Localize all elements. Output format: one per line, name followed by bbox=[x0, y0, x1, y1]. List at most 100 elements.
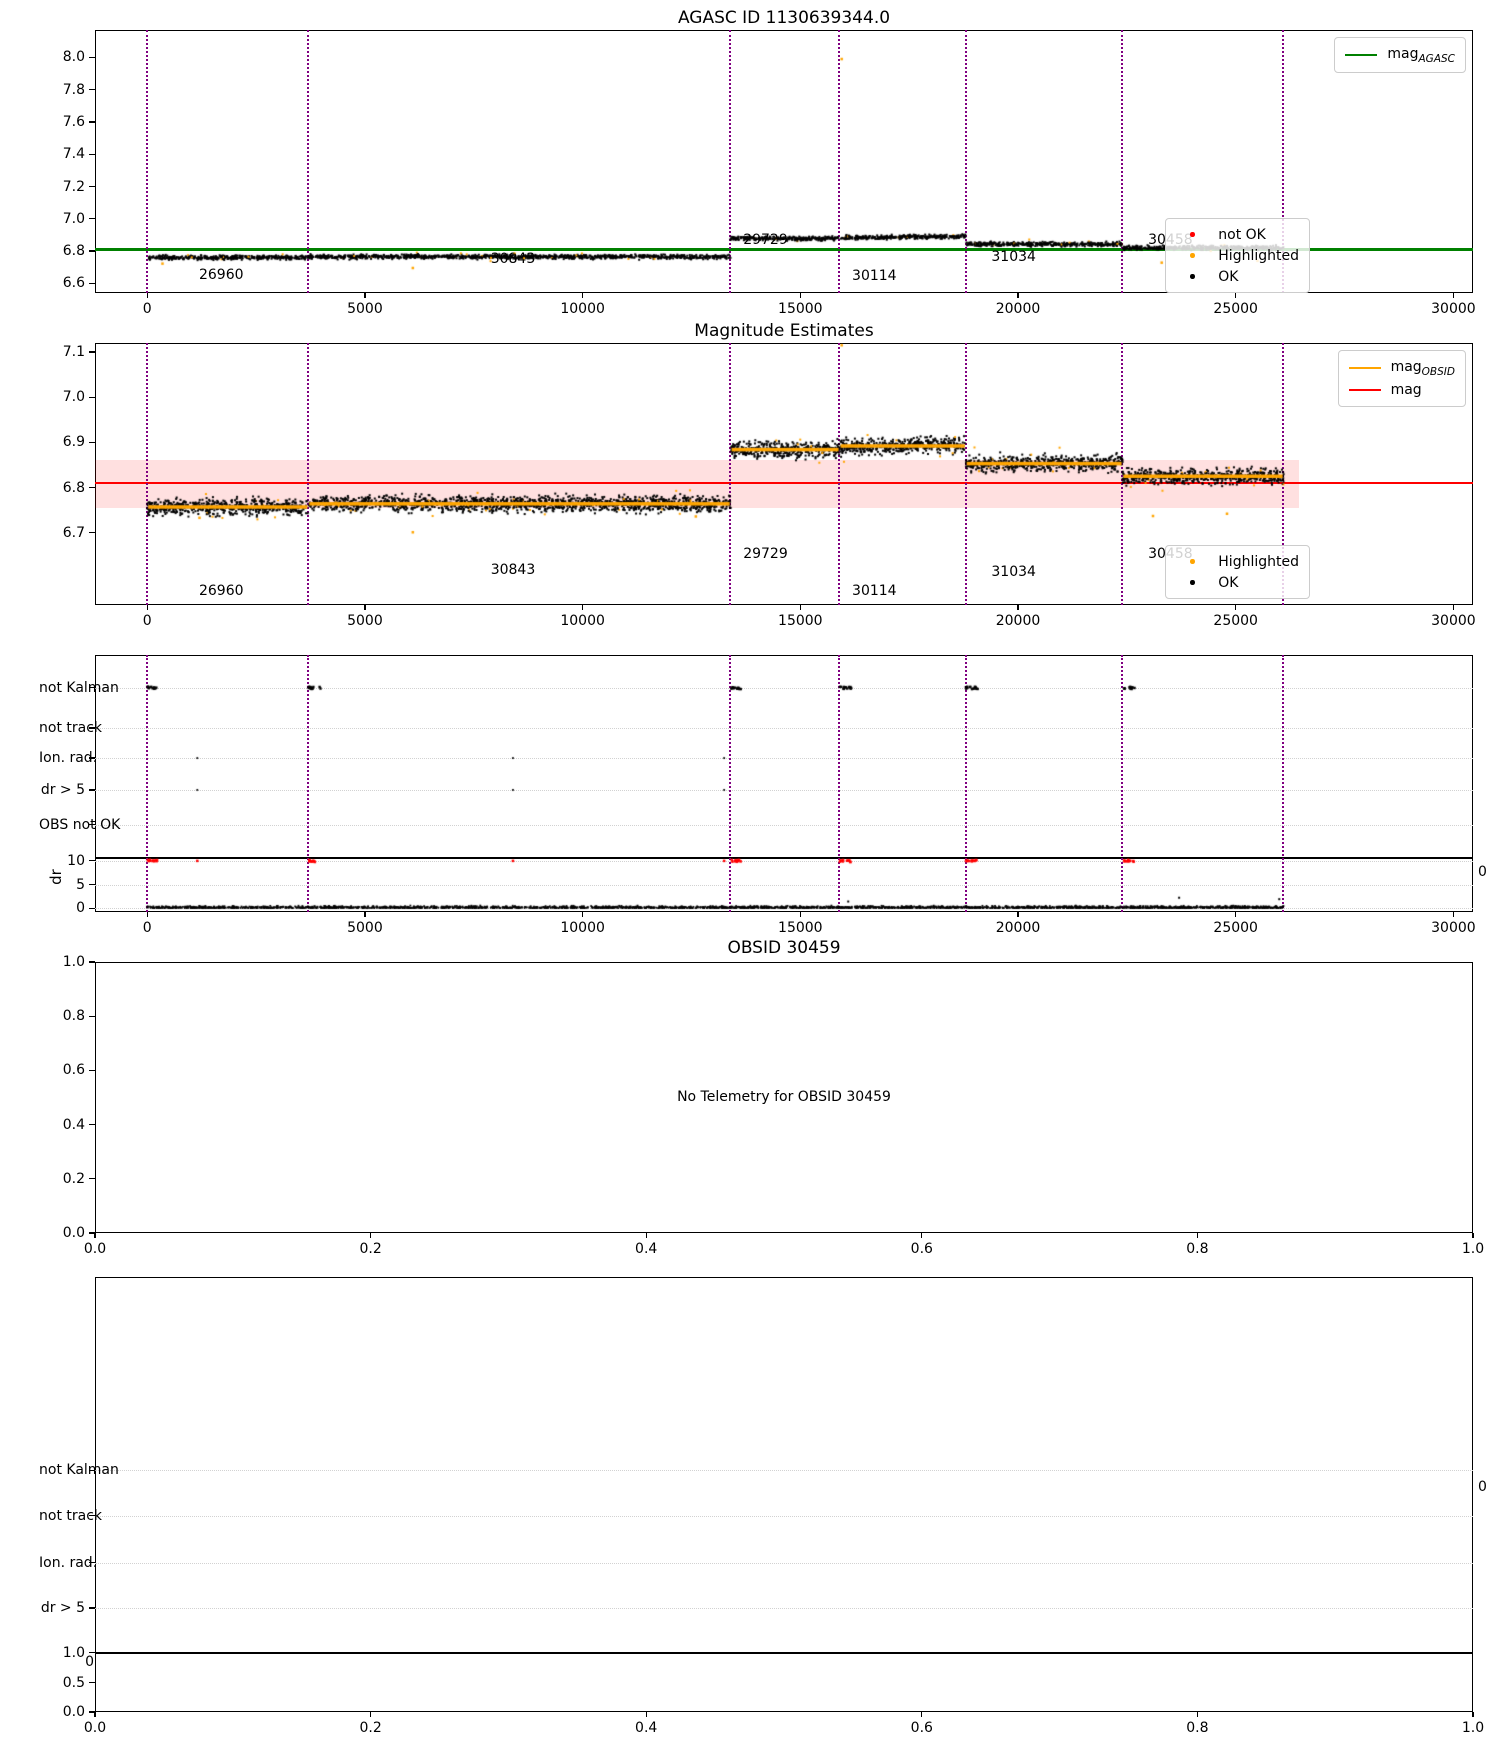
x-tick-label: 0.4 bbox=[635, 1720, 658, 1736]
y-tick bbox=[89, 1178, 95, 1180]
y-tick bbox=[89, 789, 95, 791]
x-tick-label: 10000 bbox=[560, 301, 605, 317]
legend-marker-dot bbox=[1190, 580, 1195, 585]
x-tick bbox=[364, 605, 366, 610]
y-tick-label: 10 bbox=[67, 852, 85, 869]
y-tick bbox=[89, 89, 95, 91]
legend-label: magOBSID bbox=[1390, 358, 1455, 378]
panel-obsid-30459 bbox=[95, 962, 1473, 1233]
x-tick bbox=[582, 605, 584, 610]
y-tick-label: 0.0 bbox=[62, 1225, 85, 1241]
legend-marker-dot bbox=[1190, 274, 1195, 279]
x-tick bbox=[370, 1233, 372, 1238]
y-tick-label: 5 bbox=[76, 876, 85, 893]
y-tick-label: not Kalman bbox=[39, 679, 119, 696]
y-tick-label: 6.7 bbox=[62, 524, 85, 541]
legend-entry: OK bbox=[1176, 572, 1299, 593]
legend-entry: Highlighted bbox=[1176, 245, 1299, 266]
y-tick-label: 0.5 bbox=[62, 1674, 85, 1691]
legend-point-status-2: Highlighted OK bbox=[1165, 545, 1310, 599]
x-tick-label: 0 bbox=[142, 920, 152, 936]
y-tick bbox=[89, 1652, 95, 1654]
y-tick-label: 7.1 bbox=[62, 344, 85, 361]
x-tick bbox=[799, 912, 801, 917]
x-tick bbox=[146, 293, 148, 298]
y-tick-label: not Kalman bbox=[39, 1462, 119, 1479]
legend-line-sample bbox=[1348, 389, 1381, 392]
x-tick bbox=[1235, 912, 1237, 917]
y-tick-label: 1.0 bbox=[62, 954, 85, 970]
x-tick-label: 30000 bbox=[1431, 301, 1476, 317]
y-tick-label: 0.8 bbox=[62, 1008, 85, 1025]
y-tick bbox=[89, 486, 95, 489]
y-tick-label: 6.8 bbox=[62, 243, 85, 260]
y-tick-label: 0.4 bbox=[62, 1116, 85, 1133]
y-tick bbox=[89, 1469, 95, 1471]
x-tick-label: 0.6 bbox=[910, 1720, 933, 1736]
legend-entry: Highlighted bbox=[1176, 551, 1299, 572]
x-tick-label: 0.0 bbox=[83, 1720, 107, 1736]
legend-entry: OK bbox=[1176, 266, 1299, 287]
x-tick-label: 15000 bbox=[778, 613, 823, 629]
y-tick bbox=[89, 1562, 95, 1564]
legend-label: mag bbox=[1390, 382, 1422, 399]
x-tick bbox=[1196, 1233, 1198, 1238]
legend-entry: mag bbox=[1348, 380, 1455, 401]
flag-row-gridline bbox=[95, 1608, 1473, 1610]
legend-label: Highlighted bbox=[1218, 247, 1299, 264]
y-tick bbox=[89, 824, 95, 826]
x-tick-label: 15000 bbox=[778, 301, 823, 317]
x-tick bbox=[146, 605, 148, 610]
x-tick-label: 5000 bbox=[347, 613, 383, 629]
x-tick bbox=[1017, 912, 1019, 917]
y-tick bbox=[89, 1515, 95, 1517]
y-tick bbox=[89, 218, 95, 220]
y-tick bbox=[89, 185, 95, 188]
x-tick-label: 25000 bbox=[1213, 920, 1258, 936]
y-tick bbox=[89, 907, 95, 909]
x-tick-label: 5000 bbox=[347, 920, 383, 936]
legend-marker-sample bbox=[1176, 253, 1208, 258]
right-axis-zero: 0 bbox=[1478, 1479, 1487, 1496]
x-tick-label: 25000 bbox=[1213, 301, 1258, 317]
y-tick bbox=[89, 1682, 95, 1684]
x-tick-label: 30000 bbox=[1431, 920, 1476, 936]
x-tick-label: 0.2 bbox=[359, 1241, 382, 1257]
flag-row-gridline bbox=[95, 1562, 1473, 1564]
x-tick-label: 0.4 bbox=[635, 1241, 658, 1257]
y-tick-label: 7.0 bbox=[62, 210, 85, 227]
x-tick bbox=[146, 912, 148, 917]
legend-label: OK bbox=[1218, 268, 1239, 285]
x-tick bbox=[1472, 1712, 1474, 1717]
y-tick-label: 6.6 bbox=[62, 275, 85, 292]
legend-marker-dot bbox=[1190, 559, 1195, 564]
x-tick bbox=[1472, 1233, 1474, 1238]
x-tick bbox=[1196, 1712, 1198, 1717]
x-tick bbox=[799, 605, 801, 610]
panel-flags-30459 bbox=[95, 1277, 1473, 1712]
y-tick bbox=[89, 1015, 95, 1017]
legend-label: not OK bbox=[1218, 226, 1266, 243]
x-tick bbox=[370, 1712, 372, 1717]
x-tick bbox=[645, 1712, 647, 1717]
y-tick-label: Ion. rad. bbox=[39, 750, 98, 767]
y-tick-label: 7.2 bbox=[62, 178, 85, 195]
x-tick-label: 20000 bbox=[995, 613, 1041, 629]
legend-mag-agasc: magAGASC bbox=[1334, 37, 1466, 73]
legend-marker-sample bbox=[1176, 232, 1208, 237]
x-tick-label: 0.2 bbox=[359, 1720, 382, 1736]
x-tick bbox=[364, 912, 366, 917]
x-tick bbox=[364, 293, 366, 298]
y-tick-label: 7.0 bbox=[62, 389, 85, 406]
y-tick-label: OBS not OK bbox=[39, 816, 121, 833]
x-tick-label: 10000 bbox=[560, 920, 605, 936]
right-axis-zero: 0 bbox=[1478, 864, 1487, 881]
no-telemetry-annotation: No Telemetry for OBSID 30459 bbox=[677, 1089, 891, 1105]
y-tick bbox=[89, 1607, 95, 1609]
x-tick bbox=[921, 1712, 923, 1717]
x-tick bbox=[799, 293, 801, 298]
x-tick bbox=[921, 1233, 923, 1238]
y-tick-label: 0.0 bbox=[62, 1704, 85, 1720]
y-tick-label: 6.9 bbox=[62, 434, 85, 451]
